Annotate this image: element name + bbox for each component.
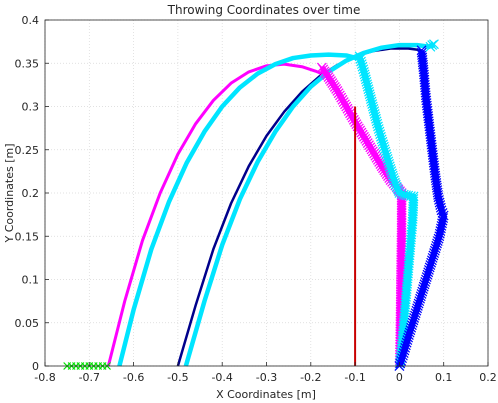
y-tick-label: 0.4 [22, 14, 40, 27]
y-tick-label: 0.1 [22, 274, 40, 287]
series-4-marker [396, 235, 407, 245]
series-4-marker [334, 90, 345, 101]
x-tick-label: -0.3 [256, 371, 277, 384]
series-line-0 [106, 62, 325, 367]
series-6-marker [397, 353, 407, 364]
series-6-marker [436, 205, 447, 216]
y-axis-ticks: 0 0.05 0.1 0.15 0.2 0.25 0.3 0.35 0.4 [15, 14, 49, 373]
series-4-marker [396, 212, 407, 223]
series-4-marker [396, 225, 407, 235]
y-axis-title: Y Coordinates [m] [3, 143, 16, 243]
x-tick-label: 0 [396, 371, 403, 384]
series-trail-4 [319, 65, 405, 367]
x-axis-title: X Coordinates [m] [216, 388, 316, 401]
series-line-3 [183, 42, 431, 367]
y-tick-label: 0.25 [15, 144, 40, 157]
series-4-marker [396, 232, 407, 243]
series-4-marker [396, 244, 407, 255]
series-layer [63, 39, 449, 371]
series-6-marker [398, 350, 408, 361]
series-6-marker [435, 202, 446, 213]
series-4-marker [396, 215, 407, 226]
series-4-marker [396, 230, 407, 240]
x-tick-label: -0.4 [211, 371, 232, 384]
series-4-marker [332, 86, 343, 96]
series-6-marker [396, 355, 407, 366]
x-tick-label: -0.1 [344, 371, 365, 384]
chart-title: Throwing Coordinates over time [167, 3, 361, 17]
series-4-marker [396, 207, 407, 218]
series-4-marker [342, 103, 353, 114]
series-4-marker [333, 88, 344, 99]
series-4-marker [396, 239, 407, 250]
y-tick-label: 0 [32, 360, 39, 373]
series-4-marker [396, 222, 407, 233]
series-4-marker [396, 254, 407, 265]
x-tick-label: -0.5 [167, 371, 188, 384]
x-axis-ticks: -0.8 -0.7 -0.6 -0.5 -0.4 -0.3 -0.2 -0.1 0 0.1 0.2 [34, 362, 497, 384]
series-4-marker [345, 108, 355, 119]
series-4-marker [396, 252, 407, 263]
series-4-marker [396, 257, 407, 268]
series-4-marker [396, 205, 407, 216]
series-4-marker [396, 247, 407, 258]
series-4-marker [396, 202, 407, 213]
x-tick-label: -0.6 [123, 371, 144, 384]
series-4-marker [396, 242, 407, 253]
x-tick-label: -0.8 [34, 371, 55, 384]
series-4-marker [396, 210, 407, 221]
y-tick-label: 0.05 [15, 317, 40, 330]
series-4-marker [396, 249, 407, 260]
series-4-marker [343, 106, 354, 116]
series-4-marker [340, 99, 350, 110]
x-tick-label: 0.1 [435, 371, 453, 384]
series-4-marker [396, 217, 407, 228]
x-tick-label: -0.7 [79, 371, 100, 384]
y-tick-label: 0.2 [22, 187, 40, 200]
y-tick-label: 0.3 [22, 101, 40, 114]
series-4-marker [396, 220, 407, 231]
x-tick-label: -0.2 [300, 371, 321, 384]
series-line-1 [117, 52, 361, 367]
series-7-marker [429, 39, 439, 50]
series-4-marker [341, 101, 352, 112]
series-4-marker [336, 92, 347, 103]
series-4-marker [337, 94, 348, 105]
series-4-marker [396, 227, 407, 238]
series-4-marker [338, 97, 349, 107]
y-tick-label: 0.35 [15, 57, 40, 70]
x-tick-label: 0.2 [479, 371, 497, 384]
series-4-marker [348, 114, 359, 125]
series-7-marker [427, 40, 438, 51]
series-6-marker [395, 358, 406, 369]
series-4-marker [396, 237, 407, 248]
y-tick-label: 0.15 [15, 230, 40, 243]
series-4-marker [396, 200, 407, 211]
